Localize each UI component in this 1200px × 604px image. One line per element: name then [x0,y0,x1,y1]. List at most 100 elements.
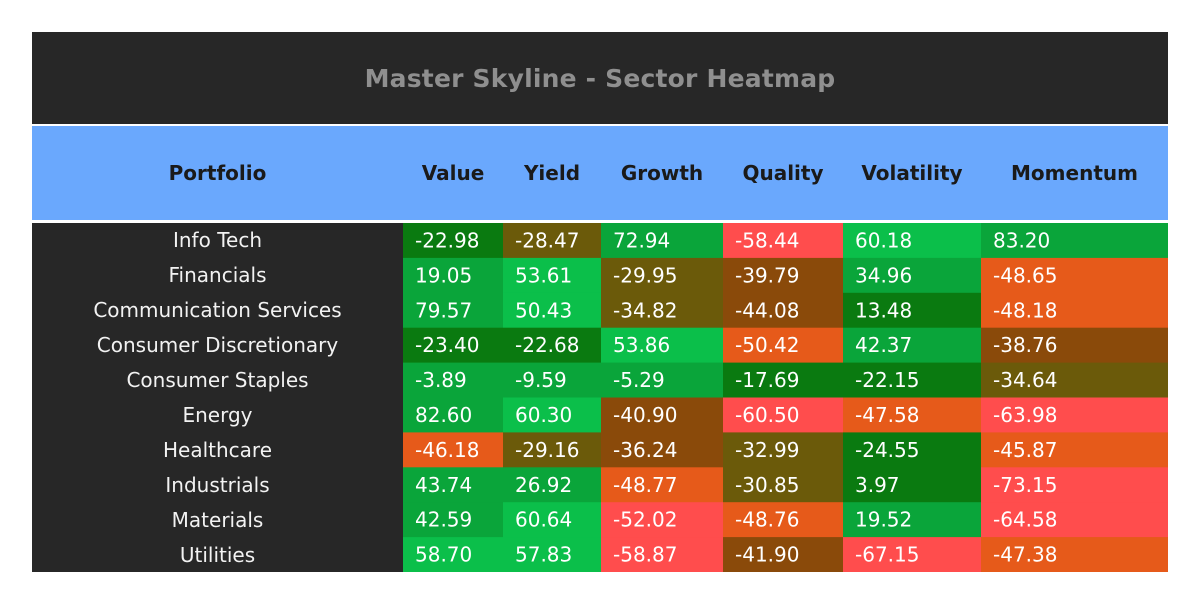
heatmap-cell [403,502,503,538]
heatmap-cell [723,432,843,468]
heatmap-cell-value: -48.18 [993,298,1057,322]
heatmap-cell [503,397,601,433]
heatmap-cell [981,502,1168,538]
row-label: Materials [171,507,264,532]
heatmap-cell [723,257,843,294]
heatmap-cell-value: -32.99 [735,438,799,462]
heatmap-cell [723,502,843,538]
heatmap-cell-value: -34.64 [993,368,1057,392]
heatmap-cell-value: -34.82 [613,298,677,322]
heatmap-cell [601,327,723,364]
heatmap-cell [981,537,1168,572]
heatmap-cell-value: -47.58 [855,403,919,427]
row-label: Communication Services [93,298,342,323]
heatmap-cell-value: 42.37 [855,333,912,357]
heatmap-cell-value: -24.55 [855,438,919,462]
heatmap-cell [843,223,981,259]
row-label: Industrials [165,472,270,497]
heatmap-cell-value: -5.29 [613,368,665,392]
heatmap-cell [981,397,1168,433]
heatmap-cell [981,467,1168,503]
heatmap-cell [503,502,601,538]
heatmap-cell [503,223,601,259]
heatmap-cell [723,537,843,572]
heatmap-cell-value: -52.02 [613,508,677,532]
heatmap-cell-value: 82.60 [415,403,472,427]
heatmap-cell [403,327,503,364]
heatmap-cell [723,397,843,433]
heatmap-cell-value: -58.44 [735,228,799,252]
heatmap-cell [403,362,503,398]
heatmap-cell [503,537,601,572]
row-label: Energy [182,402,253,427]
heatmap-cell [601,432,723,468]
heatmap-cell-value: 72.94 [613,228,670,252]
heatmap-cell-value: -48.76 [735,508,799,532]
heatmap-cell [403,432,503,468]
heatmap-cell [403,397,503,433]
row-label: Consumer Staples [126,368,309,393]
heatmap-cell [723,223,843,259]
header-value: Value [421,161,485,185]
heatmap-cell [843,362,981,398]
heatmap-cell-value: -17.69 [735,368,799,392]
header-yield: Yield [523,161,581,185]
heatmap-cell-value: 34.96 [855,263,912,287]
heatmap-cell [843,432,981,468]
header-growth: Growth [620,161,704,185]
heatmap-cell [601,362,723,398]
heatmap-cell-value: 60.30 [515,403,572,427]
heatmap-cell [843,537,981,572]
heatmap-cell [723,467,843,503]
heatmap-cell-value: 60.18 [855,228,912,252]
heatmap-cell-value: -41.90 [735,543,799,567]
heatmap-cell-value: -23.40 [415,333,479,357]
heatmap-cell [723,292,843,329]
heatmap-cell [601,537,723,572]
heatmap-cell [843,257,981,294]
row-label: Consumer Discretionary [96,333,339,358]
heatmap-cell-value: 79.57 [415,298,472,322]
heatmap-cell-value: 26.92 [515,473,572,497]
heatmap-cell-value: 53.61 [515,263,572,287]
heatmap-cell-value: -22.15 [855,368,919,392]
header-volatility: Volatility [861,161,963,185]
title-bar: Master Skyline - Sector Heatmap [32,32,1168,124]
heatmap-cell [403,292,503,329]
heatmap-frame: Master Skyline - Sector Heatmap Portfoli… [32,32,1168,572]
heatmap-cell-value: -47.38 [993,543,1057,567]
heatmap-cell-value: 50.43 [515,298,572,322]
heatmap-cell [503,292,601,329]
heatmap-cell-value: -40.90 [613,403,677,427]
heatmap-body: Info Tech Financials Communication Service… [32,223,1168,572]
heatmap-cell-value: 3.97 [855,473,900,497]
header-portfolio: Portfolio [168,161,267,185]
heatmap-cell [843,327,981,364]
heatmap-cell [981,362,1168,398]
heatmap-cell-value: -60.50 [735,403,799,427]
heatmap-cell [601,502,723,538]
row-label: Financials [168,263,267,288]
heatmap-cell-value: -3.89 [415,368,467,392]
heatmap-cell-value: 83.20 [993,228,1050,252]
heatmap-cell-value: -28.47 [515,228,579,252]
heatmap-cell [503,257,601,294]
heatmap-cell-value: -63.98 [993,403,1057,427]
heatmap-cell-value: -50.42 [735,333,799,357]
heatmap-cell [981,257,1168,294]
heatmap-cell [981,327,1168,364]
heatmap-cell [403,257,503,294]
heatmap-cell-value: -48.65 [993,263,1057,287]
heatmap-cell-value: -48.77 [613,473,677,497]
heatmap-cell-value: -22.98 [415,228,479,252]
heatmap-cell-value: -73.15 [993,473,1057,497]
heatmap-cell-value: 60.64 [515,508,572,532]
heatmap-cell-value: 19.05 [415,263,472,287]
heatmap-cell [843,467,981,503]
heatmap-cell-value: 58.70 [415,543,472,567]
heatmap-cell-value: -9.59 [515,368,567,392]
row-label: Info Tech [172,228,262,253]
heatmap-cell-value: 42.59 [415,508,472,532]
heatmap-cell-value: -39.79 [735,263,799,287]
heatmap-cell [981,292,1168,329]
